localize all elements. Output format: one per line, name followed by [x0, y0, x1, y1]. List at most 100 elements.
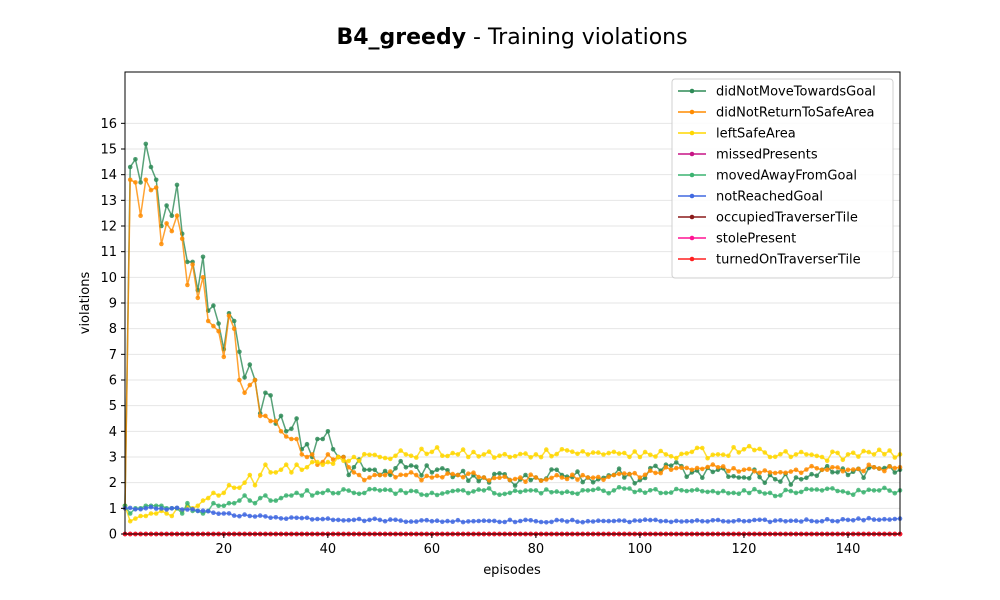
data-point — [466, 478, 471, 484]
data-point — [200, 498, 206, 503]
y-tick-label: 13 — [100, 194, 117, 209]
data-point — [783, 470, 788, 476]
legend-label: leftSafeArea — [716, 127, 796, 142]
data-point — [793, 490, 799, 496]
data-point — [346, 472, 352, 478]
data-point — [866, 487, 872, 493]
data-point — [185, 507, 190, 512]
data-point — [538, 491, 544, 496]
data-point — [580, 488, 585, 493]
data-point — [746, 443, 752, 449]
data-point — [762, 468, 768, 473]
data-point — [460, 468, 466, 474]
data-point — [798, 477, 804, 482]
data-point — [211, 490, 216, 496]
data-point — [450, 471, 456, 477]
data-point — [471, 470, 476, 476]
data-point — [528, 518, 533, 523]
data-point — [346, 517, 352, 523]
data-point — [793, 475, 799, 480]
data-point — [627, 454, 632, 460]
data-point — [226, 482, 232, 488]
data-point — [533, 475, 539, 480]
data-point — [892, 465, 898, 471]
x-tick-label: 140 — [836, 542, 861, 557]
data-point — [138, 180, 143, 185]
data-point — [658, 518, 663, 524]
data-point — [226, 313, 232, 319]
data-point — [174, 182, 180, 188]
data-point — [502, 519, 508, 525]
data-point — [876, 517, 882, 523]
data-point — [247, 498, 253, 503]
data-point — [674, 486, 679, 492]
data-point — [445, 453, 450, 459]
data-point — [143, 506, 149, 511]
data-point — [694, 445, 700, 451]
data-point — [512, 488, 518, 494]
data-point — [200, 275, 206, 280]
legend-item: occupiedTraverserTile — [678, 211, 858, 226]
data-point — [549, 490, 554, 495]
data-point — [226, 500, 232, 506]
data-point — [393, 466, 398, 471]
data-point — [362, 467, 367, 473]
data-point — [424, 517, 430, 523]
data-point — [694, 518, 700, 523]
legend-label: missedPresents — [716, 148, 818, 163]
data-point — [616, 451, 622, 456]
data-point — [689, 467, 695, 473]
data-point — [148, 511, 154, 516]
data-point — [289, 436, 294, 442]
data-point — [752, 469, 757, 474]
y-tick-label: 2 — [109, 476, 117, 491]
data-point — [554, 517, 559, 523]
data-point — [408, 470, 414, 475]
data-point — [507, 517, 513, 523]
legend-swatch-marker — [689, 193, 695, 199]
data-point — [845, 472, 851, 478]
data-point — [460, 519, 466, 525]
data-point — [419, 473, 424, 478]
data-point — [580, 449, 585, 454]
data-point — [845, 517, 851, 523]
data-point — [481, 475, 487, 480]
data-point — [590, 450, 596, 455]
data-point — [674, 460, 679, 465]
data-point — [336, 490, 341, 496]
legend-item: movedAwayFromGoal — [678, 169, 857, 184]
data-point — [653, 470, 658, 476]
data-point — [148, 164, 154, 170]
data-point — [434, 492, 440, 498]
data-point — [455, 488, 461, 493]
data-point — [845, 490, 851, 496]
data-point — [523, 472, 528, 478]
data-point — [502, 451, 508, 457]
data-point — [476, 518, 482, 524]
data-point — [518, 489, 523, 495]
data-point — [674, 455, 679, 461]
data-point — [856, 454, 861, 459]
data-point — [601, 518, 606, 524]
data-point — [185, 282, 190, 288]
data-point — [252, 377, 258, 383]
data-point — [273, 418, 279, 424]
data-point — [741, 467, 747, 473]
series-notReachedGoal — [122, 504, 903, 525]
data-point — [736, 491, 742, 497]
data-point — [325, 488, 331, 493]
data-point — [211, 303, 216, 308]
x-tick-label: 120 — [732, 542, 757, 557]
data-point — [382, 455, 388, 461]
data-point — [502, 474, 508, 480]
data-point — [393, 475, 398, 480]
data-point — [252, 500, 258, 506]
data-point — [528, 455, 533, 460]
data-point — [263, 493, 268, 498]
data-point — [304, 441, 310, 447]
data-point — [429, 475, 435, 480]
data-point — [237, 377, 242, 383]
data-point — [809, 452, 814, 458]
data-point — [798, 470, 804, 476]
